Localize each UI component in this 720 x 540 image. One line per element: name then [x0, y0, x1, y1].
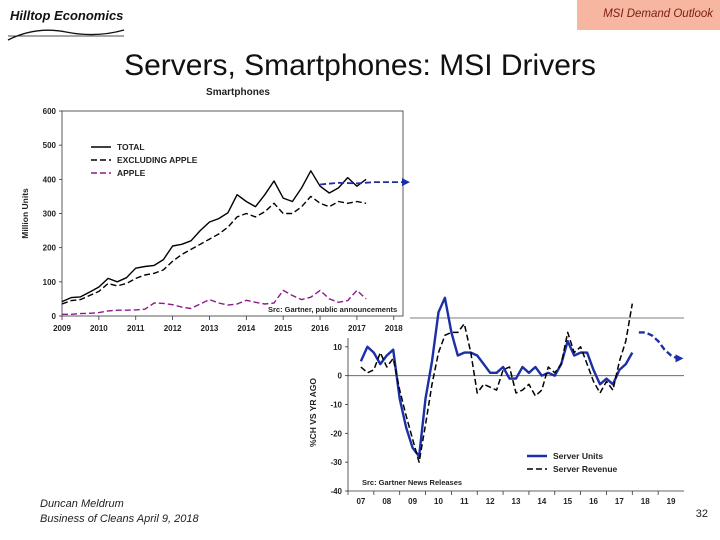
- smartphone-source-note: Src: Gartner, public announcements: [268, 305, 397, 314]
- smartphone-x-tick-label: 2016: [311, 324, 329, 333]
- smartphone-y-tick-label: 600: [43, 107, 57, 116]
- legend-label-apple: APPLE: [117, 168, 146, 178]
- smartphone-series-line-2: [62, 289, 367, 315]
- server-x-tick-label: 12: [486, 497, 495, 506]
- server-forecast-arrowhead: [675, 354, 684, 363]
- legend-label-excluding-apple: EXCLUDING APPLE: [117, 155, 198, 165]
- smartphone-x-tick-label: 2018: [385, 324, 403, 333]
- smartphone-y-tick-label: 500: [43, 141, 57, 150]
- logo-text: Hilltop Economics: [10, 8, 124, 23]
- server-y-tick-label: -40: [330, 487, 342, 496]
- section-tag-text: MSI Demand Outlook: [603, 8, 713, 20]
- server-x-tick-label: 09: [408, 497, 417, 506]
- server-series-line-2: [638, 331, 678, 360]
- legend-label-total: TOTAL: [117, 142, 145, 152]
- server-series-line-1: [360, 303, 634, 463]
- smartphone-x-tick-label: 2017: [348, 324, 366, 333]
- server-y-tick-label: -30: [330, 458, 342, 467]
- server-y-tick-label: 10: [333, 343, 342, 352]
- smartphone-y-tick-label: 200: [43, 244, 57, 253]
- server-y-tick-label: -20: [330, 429, 342, 438]
- server-series-line-0: [359, 296, 634, 458]
- smartphone-forecast-arrowhead: [402, 178, 410, 187]
- smartphone-series-line-1: [61, 195, 367, 305]
- smartphone-x-tick-label: 2015: [274, 324, 292, 333]
- footer: Duncan Meldrum Business of Cleans April …: [40, 497, 199, 527]
- smartphone-series-line-0: [61, 170, 367, 303]
- footer-event: Business of Cleans April 9, 2018: [40, 513, 199, 525]
- server-x-tick-label: 17: [615, 497, 624, 506]
- footer-author: Duncan Meldrum: [40, 498, 124, 510]
- server-y-tick-label: -10: [330, 401, 342, 410]
- hill-logo-icon: [7, 29, 125, 41]
- smartphone-y-tick-label: 400: [43, 175, 57, 184]
- server-x-tick-label: 13: [512, 497, 521, 506]
- server-source-note: Src: Gartner News Releases: [362, 478, 462, 487]
- smartphone-x-tick-label: 2012: [164, 324, 182, 333]
- smartphone-series-line-3: [320, 181, 403, 186]
- smartphone-y-tick-label: 100: [43, 278, 57, 287]
- server-x-tick-label: 15: [563, 497, 572, 506]
- hilltop-logo: Hilltop Economics: [6, 4, 126, 44]
- legend-label-server-units: Server Units: [553, 451, 603, 461]
- smartphone-y-axis-label: Million Units: [20, 188, 30, 239]
- slide-title: Servers, Smartphones: MSI Drivers: [124, 49, 596, 82]
- page-number: 32: [695, 508, 708, 520]
- server-x-tick-label: 16: [589, 497, 598, 506]
- section-tag: MSI Demand Outlook: [577, 0, 720, 30]
- smartphone-x-tick-label: 2009: [53, 324, 71, 333]
- server-x-tick-label: 10: [434, 497, 443, 506]
- server-y-axis-label: %CH VS YR AGO: [308, 378, 318, 447]
- smartphone-chart-title: Smartphones: [206, 87, 270, 98]
- smartphone-x-tick-label: 2011: [127, 324, 145, 333]
- server-x-tick-label: 08: [382, 497, 391, 506]
- server-x-tick-label: 14: [537, 497, 546, 506]
- server-x-tick-label: 07: [356, 497, 365, 506]
- smartphone-x-tick-label: 2014: [237, 324, 255, 333]
- server-x-tick-label: 18: [641, 497, 650, 506]
- server-y-tick-label: 0: [338, 372, 343, 381]
- smartphone-x-tick-label: 2010: [90, 324, 108, 333]
- smartphone-y-tick-label: 300: [43, 210, 57, 219]
- server-x-tick-label: 19: [667, 497, 676, 506]
- server-x-tick-label: 11: [460, 497, 469, 506]
- legend-label-server-revenue: Server Revenue: [553, 464, 618, 474]
- smartphone-x-tick-label: 2013: [201, 324, 219, 333]
- smartphone-y-tick-label: 0: [52, 312, 57, 321]
